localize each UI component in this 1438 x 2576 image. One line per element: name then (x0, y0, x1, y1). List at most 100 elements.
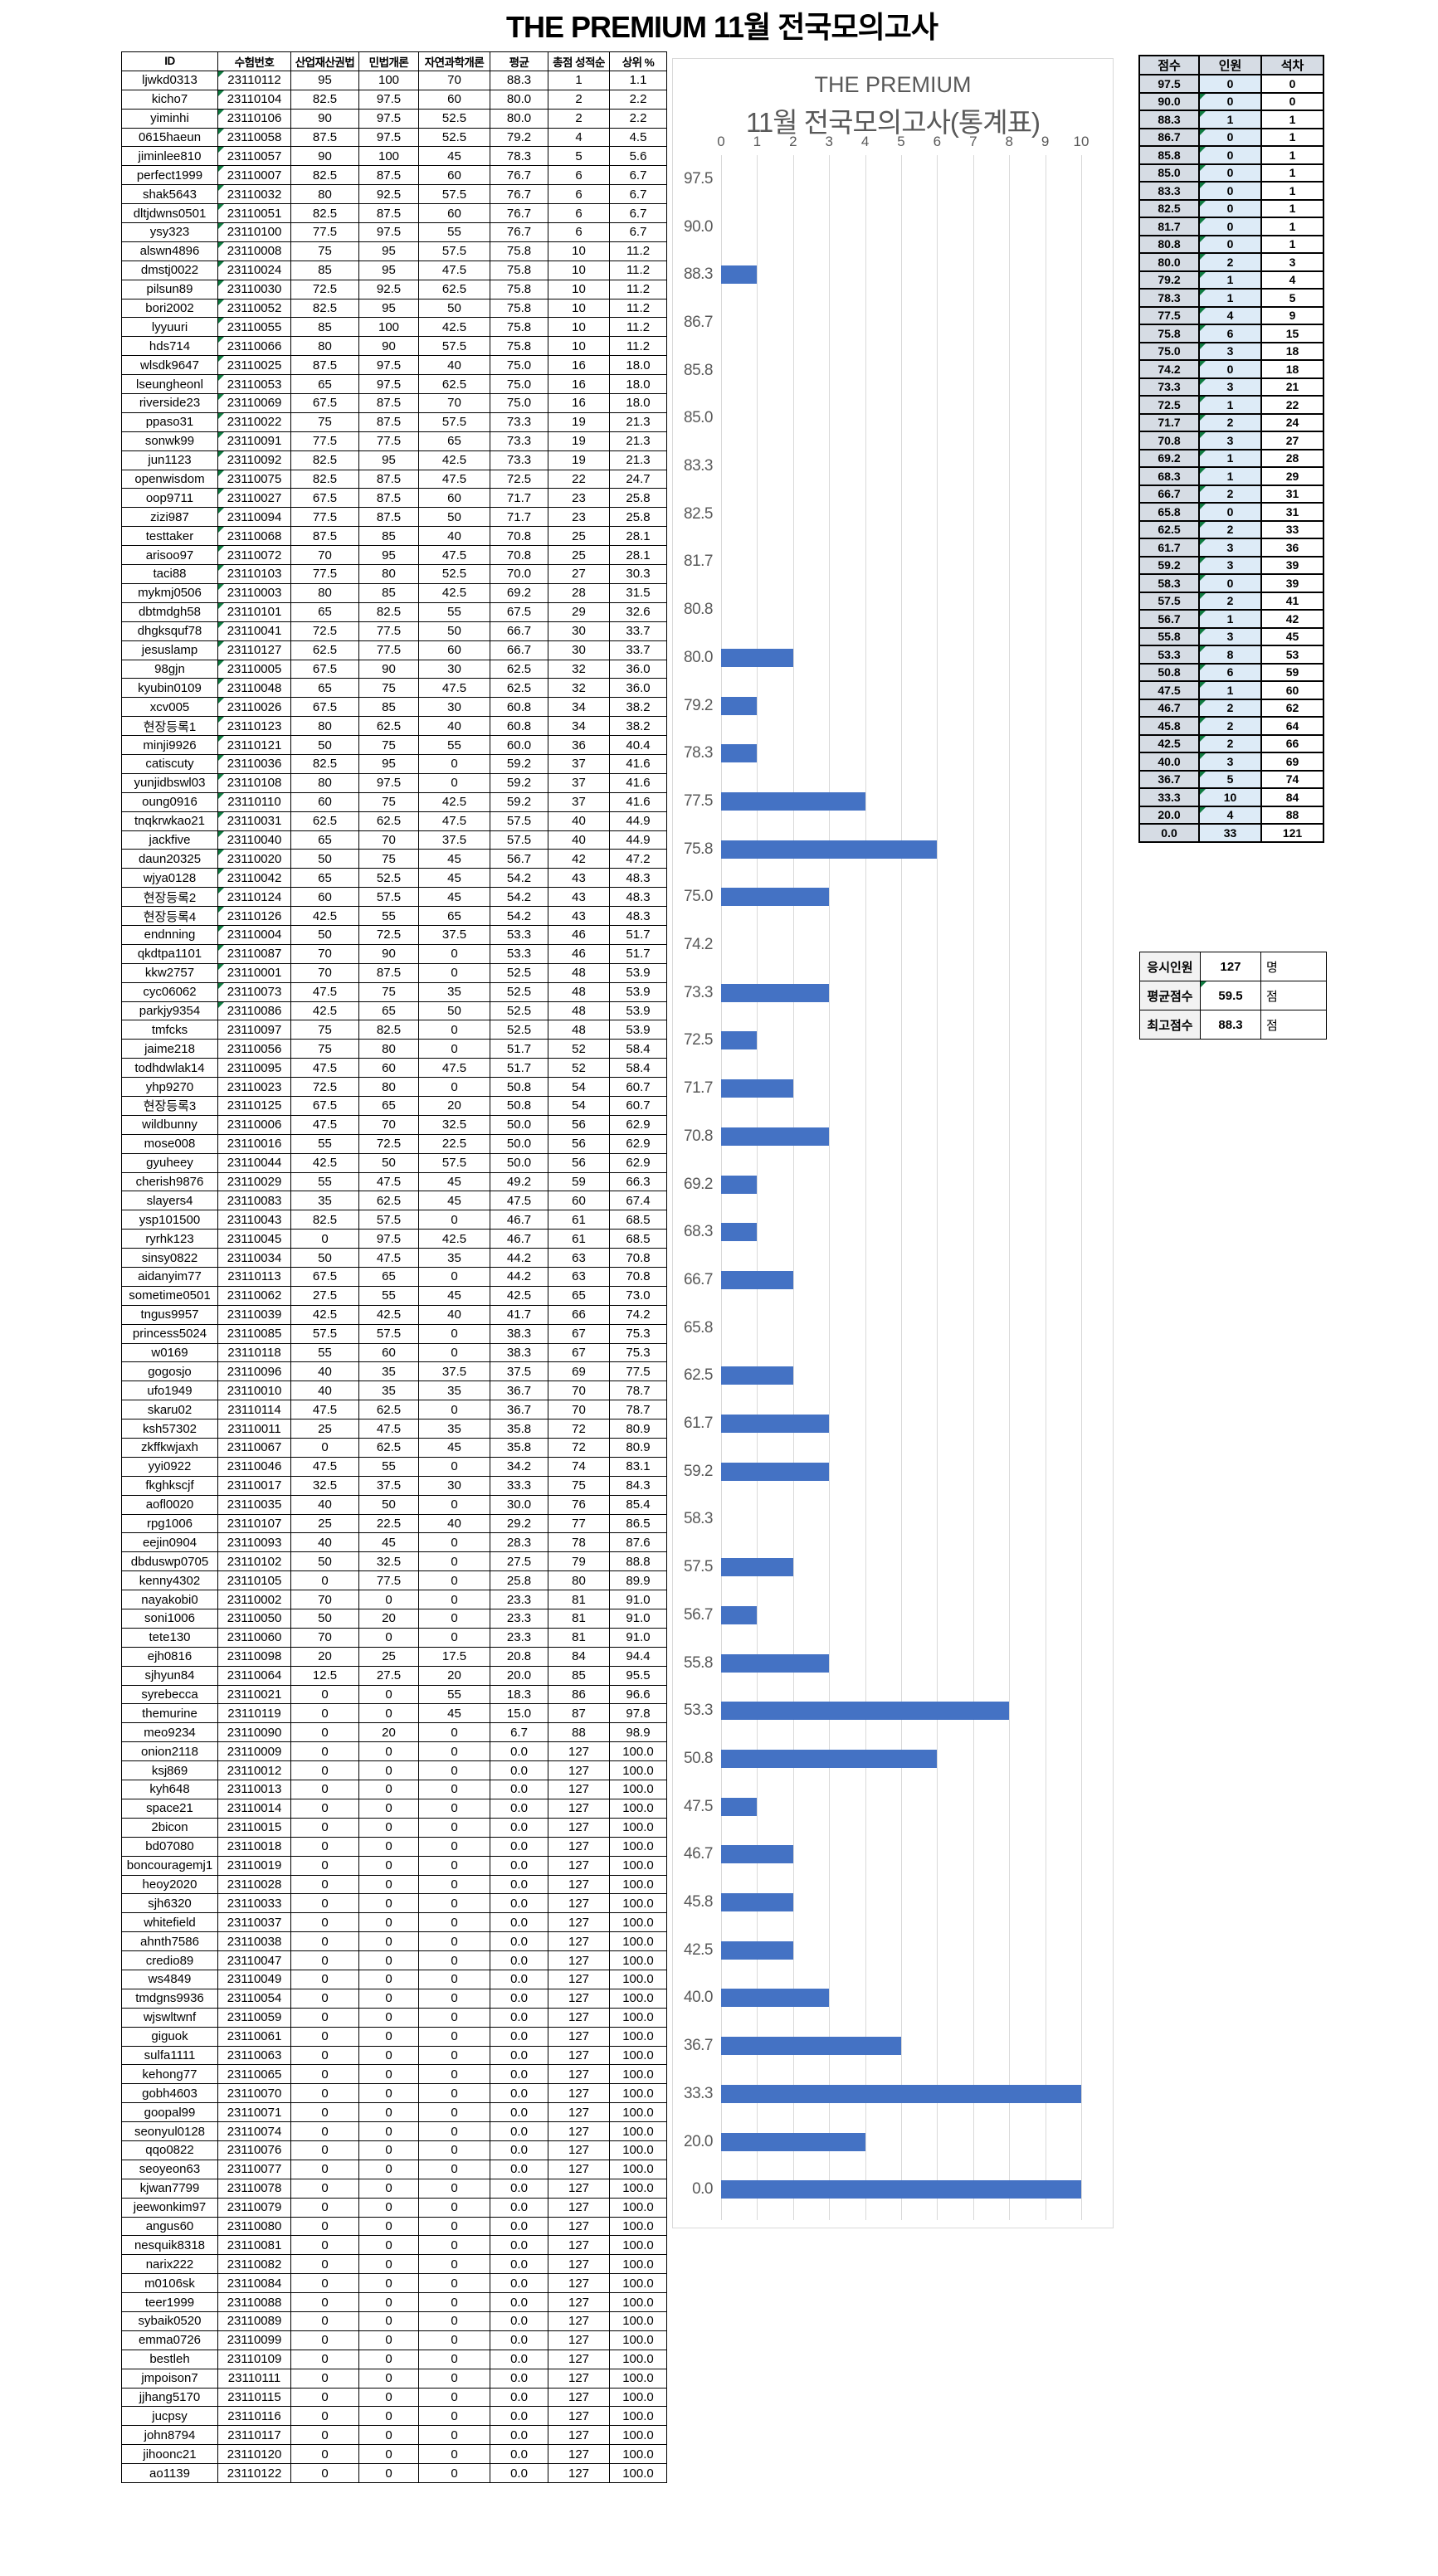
table-cell[interactable]: 19 (548, 431, 610, 451)
table-cell[interactable]: 23110045 (217, 1229, 291, 1249)
table-cell[interactable]: 0 (1260, 91, 1324, 111)
table-cell[interactable]: 60.7 (609, 1077, 667, 1097)
table-cell[interactable]: ljwkd0313 (121, 70, 218, 90)
table-cell[interactable]: 0 (358, 2311, 419, 2331)
table-cell[interactable]: 23110113 (217, 1267, 291, 1287)
table-cell[interactable]: 23110017 (217, 1475, 291, 1496)
table-cell[interactable]: 20.0 (1138, 805, 1200, 825)
table-cell[interactable]: 22.5 (418, 1133, 490, 1154)
table-cell[interactable]: 0 (358, 2121, 419, 2141)
table-cell[interactable]: 11.2 (609, 241, 667, 261)
table-cell[interactable]: 53.9 (609, 962, 667, 983)
table-cell[interactable]: 23110097 (217, 1020, 291, 1040)
table-cell[interactable]: 0 (358, 1893, 419, 1914)
table-cell[interactable]: 56.7 (1138, 609, 1200, 629)
table-cell[interactable]: 23110075 (217, 469, 291, 489)
table-cell[interactable]: 100.0 (609, 1988, 667, 2009)
table-cell[interactable]: 23110007 (217, 165, 291, 186)
table-cell[interactable]: 50 (290, 924, 359, 945)
table-cell[interactable]: pilsun89 (121, 279, 218, 299)
table-cell[interactable]: 23110051 (217, 203, 291, 224)
table-cell[interactable]: yyi0922 (121, 1456, 218, 1477)
table-cell[interactable]: 0 (418, 1874, 490, 1895)
table-cell[interactable]: 1 (1260, 198, 1324, 218)
table-cell[interactable]: 58.3 (1138, 573, 1200, 593)
table-cell[interactable]: 23 (548, 507, 610, 528)
table-cell[interactable]: 51.7 (609, 924, 667, 945)
table-cell[interactable]: 23110040 (217, 830, 291, 850)
table-cell[interactable]: 79.2 (1138, 270, 1200, 290)
table-cell[interactable]: 56 (548, 1114, 610, 1135)
table-cell[interactable]: jmpoison7 (121, 2368, 218, 2389)
table-cell[interactable]: 0 (418, 1532, 490, 1553)
table-cell[interactable]: 23110091 (217, 431, 291, 451)
table-cell[interactable]: gogosjo (121, 1361, 218, 1382)
table-cell[interactable]: 0 (1198, 502, 1262, 522)
table-cell[interactable]: 68.3 (1138, 466, 1200, 486)
table-cell[interactable]: 50 (418, 621, 490, 641)
table-cell[interactable]: 55 (358, 1456, 419, 1477)
table-cell[interactable]: 0 (290, 2368, 359, 2389)
table-cell[interactable]: 33 (1198, 823, 1262, 843)
table-cell[interactable]: 37.5 (418, 830, 490, 850)
table-cell[interactable]: 20.0 (490, 1665, 548, 1686)
table-cell[interactable]: 65 (290, 830, 359, 850)
table-cell[interactable]: 0 (418, 2121, 490, 2141)
table-cell[interactable]: 48.3 (609, 906, 667, 926)
table-cell[interactable]: 0 (1198, 145, 1262, 165)
table-cell[interactable]: 90 (290, 108, 359, 129)
table-cell[interactable]: 60 (418, 203, 490, 224)
table-cell[interactable]: 63 (548, 1248, 610, 1268)
table-cell[interactable]: 0 (418, 2159, 490, 2179)
table-cell[interactable]: boncouragemj1 (121, 1855, 218, 1876)
table-cell[interactable]: 25 (290, 1419, 359, 1439)
table-cell[interactable]: 66 (1260, 733, 1324, 753)
table-cell[interactable]: 0.0 (490, 2045, 548, 2066)
table-cell[interactable]: 0 (290, 2349, 359, 2369)
table-cell[interactable]: 53.3 (490, 943, 548, 964)
table-cell[interactable]: 35 (290, 1191, 359, 1211)
table-cell[interactable]: 82.5 (290, 1210, 359, 1230)
table-cell[interactable]: 23110101 (217, 601, 291, 622)
table-cell[interactable]: 62.5 (358, 1438, 419, 1458)
table-cell[interactable]: 17.5 (418, 1646, 490, 1667)
table-cell[interactable]: narix222 (121, 2254, 218, 2275)
table-cell[interactable]: 0.0 (490, 1912, 548, 1933)
table-cell[interactable]: 97.5 (358, 222, 419, 242)
table-cell[interactable]: 0 (358, 1590, 419, 1610)
table-cell[interactable]: 0 (290, 2330, 359, 2350)
table-cell[interactable]: 70 (418, 70, 490, 90)
table-cell[interactable]: 23110092 (217, 450, 291, 470)
table-cell[interactable]: 4 (1198, 805, 1262, 825)
table-cell[interactable]: 0 (290, 2292, 359, 2312)
table-cell[interactable]: 57.5 (490, 830, 548, 850)
table-cell[interactable]: 70.8 (609, 1248, 667, 1268)
table-cell[interactable]: 41.7 (490, 1304, 548, 1325)
table-cell[interactable]: 76 (548, 1494, 610, 1515)
table-cell[interactable]: 0 (290, 2178, 359, 2199)
table-cell[interactable]: 36.0 (609, 678, 667, 699)
table-cell[interactable]: 0 (418, 1267, 490, 1287)
table-cell[interactable]: 100.0 (609, 2083, 667, 2104)
table-cell[interactable]: 65 (418, 906, 490, 926)
table-cell[interactable]: 23110126 (217, 906, 291, 926)
table-cell[interactable]: 87.5 (358, 165, 419, 186)
table-cell[interactable]: tete130 (121, 1627, 218, 1648)
table-cell[interactable]: 23110025 (217, 355, 291, 376)
stat-unit[interactable]: 점 (1260, 981, 1327, 1010)
table-cell[interactable]: wjswltwnf (121, 2007, 218, 2028)
table-cell[interactable]: 97.5 (358, 374, 419, 395)
table-cell[interactable]: 53.3 (1138, 645, 1200, 665)
table-cell[interactable]: 77.5 (1138, 305, 1200, 325)
table-cell[interactable]: 50.0 (490, 1133, 548, 1154)
table-cell[interactable]: gobh4603 (121, 2083, 218, 2104)
table-cell[interactable]: 0 (358, 2273, 419, 2294)
table-cell[interactable]: 3 (1198, 626, 1262, 646)
table-cell[interactable]: 0 (418, 2197, 490, 2218)
table-cell[interactable]: wildbunny (121, 1114, 218, 1135)
table-cell[interactable]: 33 (1260, 519, 1324, 539)
table-cell[interactable]: 23110033 (217, 1893, 291, 1914)
table-cell[interactable]: 62.5 (490, 678, 548, 699)
table-cell[interactable]: 57.5 (418, 241, 490, 261)
table-cell[interactable]: 65 (290, 868, 359, 889)
